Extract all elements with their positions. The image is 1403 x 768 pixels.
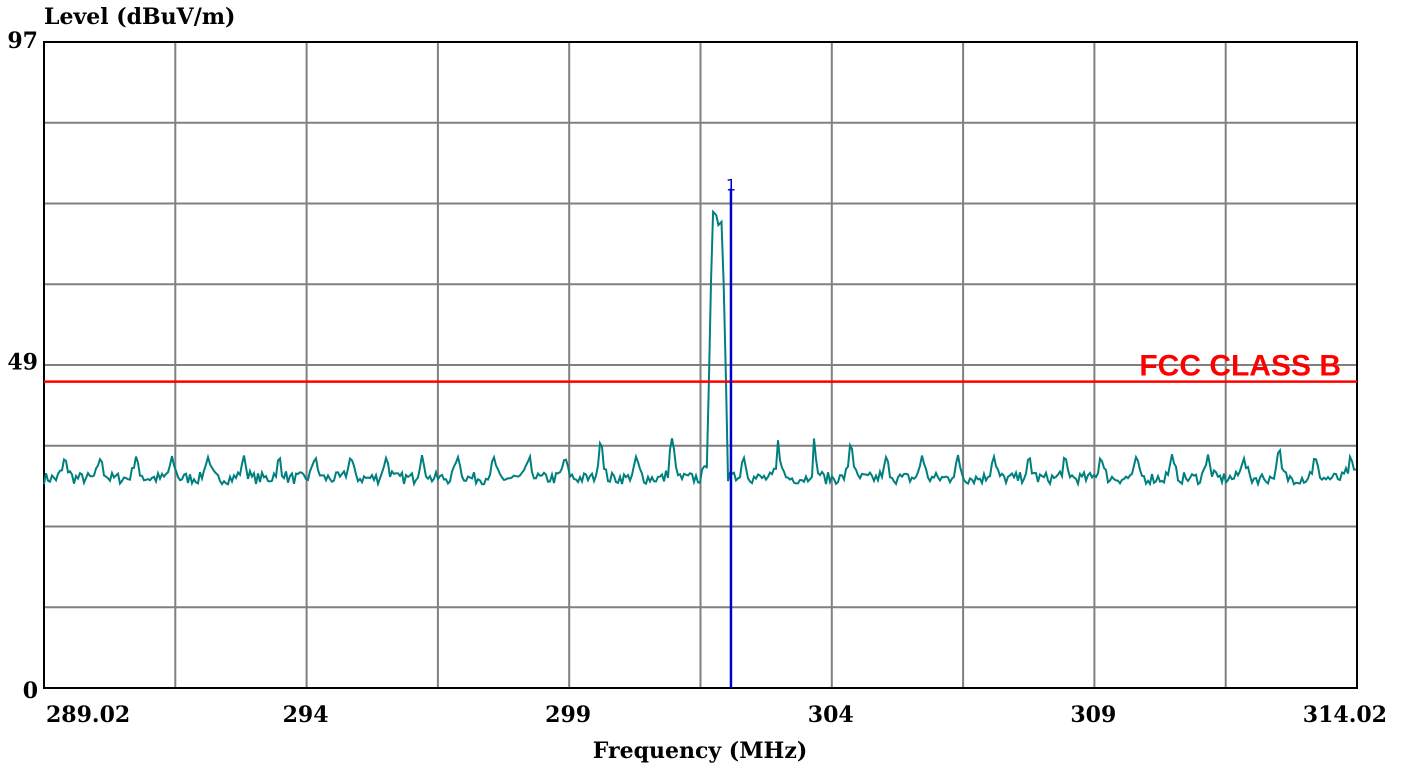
y-axis-label: Level (dBuV/m)	[44, 4, 235, 30]
x-tick-label: 289.02	[46, 702, 130, 728]
x-tick-label: 309	[1070, 702, 1116, 728]
y-tick-label: 97	[7, 28, 38, 54]
series-trace	[43, 209, 1357, 488]
x-tick-label: 294	[283, 702, 329, 728]
marker-label: 1	[726, 176, 736, 195]
plot-frame	[43, 41, 1358, 689]
grid	[43, 41, 1358, 689]
x-axis-label: Frequency (MHz)	[593, 738, 807, 764]
y-tick-label: 0	[23, 678, 38, 704]
x-tick-label: 299	[545, 702, 591, 728]
limit-line-label: FCC CLASS B	[1139, 350, 1341, 383]
text-layer: Level (dBuV/m) Frequency (MHz) 97 49 0 289.…	[7, 4, 1387, 764]
y-tick-label: 49	[7, 350, 38, 376]
series-layer	[43, 209, 1357, 488]
x-tick-label: 304	[808, 702, 854, 728]
x-tick-label: 314.02	[1303, 702, 1387, 728]
marker-layer: 1	[726, 176, 736, 688]
limit-layer: FCC CLASS B	[44, 350, 1357, 383]
